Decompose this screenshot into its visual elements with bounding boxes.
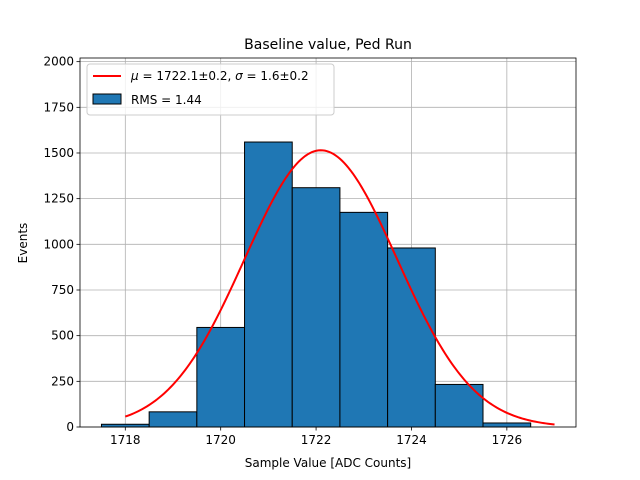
histogram-bar xyxy=(196,326,246,428)
gaussian-fit xyxy=(124,149,555,426)
y-tick-label: 0 xyxy=(66,420,74,434)
plot-frame xyxy=(79,57,577,428)
x-tick-label: 1720 xyxy=(205,433,236,447)
histogram-bar xyxy=(482,422,532,428)
x-axis-label: Sample Value [ADC Counts] xyxy=(245,456,411,470)
y-tick-label: 2000 xyxy=(43,55,74,69)
legend-sigma-symbol: σ xyxy=(235,69,243,83)
histogram-bar xyxy=(387,247,436,428)
histogram-bar xyxy=(339,211,389,428)
legend-histogram-label: RMS = 1.44 xyxy=(131,93,202,107)
legend-box xyxy=(86,63,335,116)
chart-title: Baseline value, Ped Run xyxy=(244,37,412,53)
legend: μ = 1722.1±0.2, σ = 1.6±0.2 RMS = 1.44 xyxy=(86,63,335,116)
y-tick-label: 750 xyxy=(51,283,74,297)
y-tick-label: 1500 xyxy=(43,146,74,160)
y-tick-label: 500 xyxy=(51,329,74,343)
y-tick-label: 1000 xyxy=(43,237,74,251)
legend-mu-value: = 1722.1±0.2, xyxy=(139,69,235,83)
x-tick-label: 1718 xyxy=(110,433,141,447)
y-tick-label: 1250 xyxy=(43,192,74,206)
histogram-bar xyxy=(291,187,341,428)
x-tick-label: 1722 xyxy=(301,433,332,447)
legend-mu-symbol: μ xyxy=(130,69,139,83)
histogram-bar xyxy=(148,411,198,428)
x-axis-ticks: 1718 1720 1722 1724 1726 xyxy=(110,427,522,447)
histogram-bar xyxy=(244,141,293,428)
x-tick-label: 1724 xyxy=(396,433,427,447)
x-tick-label: 1726 xyxy=(492,433,523,447)
legend-histogram-swatch xyxy=(92,93,122,105)
y-tick-label: 1750 xyxy=(43,100,74,114)
y-tick-label: 250 xyxy=(51,374,74,388)
y-axis-ticks: 0 250 500 750 1000 1250 1500 1750 2000 xyxy=(43,55,80,434)
histogram-bar xyxy=(100,423,150,428)
y-axis-label: Events xyxy=(16,223,30,264)
legend-fit-label: μ = 1722.1±0.2, σ = 1.6±0.2 xyxy=(130,69,309,83)
gaussian-fit-curve xyxy=(124,149,555,426)
legend-sigma-value: = 1.6±0.2 xyxy=(243,69,309,83)
